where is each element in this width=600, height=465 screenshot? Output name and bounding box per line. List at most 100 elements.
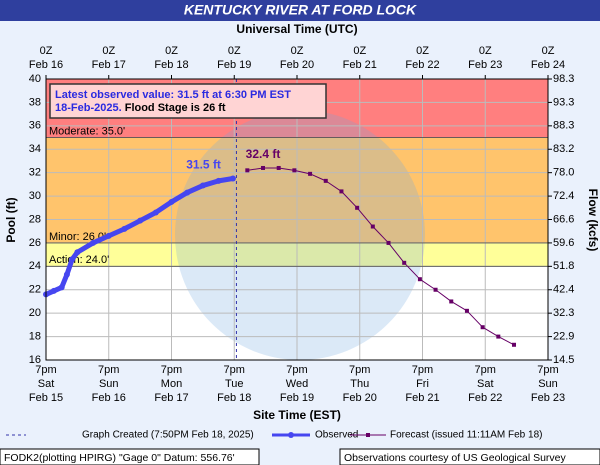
forecast-point (402, 260, 407, 265)
note-line: Latest observed value: 31.5 ft at 6:30 P… (55, 89, 291, 101)
footer-left-box (0, 448, 260, 465)
observed-line (44, 176, 234, 297)
forecast-point (496, 334, 501, 339)
y-tick-label: 26 (29, 237, 41, 249)
value-label: 32.4 ft (246, 147, 281, 161)
x-tick-label: Feb 21 (405, 392, 439, 404)
x-tick-label: Feb 22 (468, 392, 502, 404)
x-tick-label: Tue (225, 378, 244, 390)
observed-point (58, 284, 65, 291)
observed-point (63, 271, 70, 278)
y-tick-label: 36 (29, 120, 41, 132)
y-tick-label: 20 (29, 307, 41, 319)
x-tick-label: Mon (161, 378, 182, 390)
x-tick-label: Thu (350, 378, 369, 390)
legend-label: Observed (315, 430, 358, 441)
forecast-point (245, 168, 250, 173)
x-tick-label: 7pm (286, 364, 307, 376)
observed-point (50, 287, 57, 294)
x-tick-label: Fri (416, 378, 429, 390)
y2-tick-label: 66.6 (553, 213, 574, 225)
x2-tick-label: Feb 19 (217, 59, 251, 71)
y2-tick-label: 88.3 (553, 120, 574, 132)
x-tick-label: 7pm (224, 364, 245, 376)
top-axis-label: Universal Time (UTC) (236, 22, 357, 36)
x2-tick-label: Feb 24 (531, 59, 565, 71)
x-tick-label: Feb 20 (343, 392, 377, 404)
y-axis-label: Pool (ft) (4, 197, 18, 242)
footer-left: FODK2(plotting HPIRG) "Gage 0" Datum: 55… (4, 452, 235, 464)
y2-tick-label: 78.0 (553, 167, 574, 179)
x2-tick-label: 0Z (228, 45, 241, 57)
y-tick-label: 18 (29, 330, 41, 342)
y2-axis-label: Flow (kcfs) (586, 189, 600, 252)
x-tick-label: 7pm (412, 364, 433, 376)
note-box (49, 83, 327, 119)
x-tick-label: 7pm (35, 364, 56, 376)
x2-tick-label: 0Z (291, 45, 304, 57)
y2-tick-label: 59.6 (553, 237, 574, 249)
legend-forecast-marker (366, 433, 370, 437)
y-tick-label: 32 (29, 167, 41, 179)
legend-label: Forecast (issued 11:11AM Feb 18) (390, 430, 542, 441)
x-tick-label: Sun (99, 378, 119, 390)
y-tick-label: 40 (29, 73, 41, 85)
legend-label: Graph Created (7:50PM Feb 18, 2025) (82, 430, 254, 441)
x-tick-label: Sat (38, 378, 55, 390)
y2-tick-label: 51.8 (553, 260, 574, 272)
forecast-point (433, 287, 438, 292)
x-tick-label: 7pm (98, 364, 119, 376)
x2-tick-label: Feb 21 (343, 59, 377, 71)
x-axis-label: Site Time (EST) (253, 408, 341, 422)
forecast-point (480, 325, 485, 330)
y2-tick-label: 83.2 (553, 143, 574, 155)
observed-point (184, 189, 191, 196)
value-label: 31.5 ft (186, 158, 221, 172)
x2-tick-label: Feb 17 (92, 59, 126, 71)
forecast-point (370, 224, 375, 229)
y-tick-label: 30 (29, 190, 41, 202)
threshold-label: Minor: 26.0' (49, 231, 106, 243)
x-tick-label: 7pm (475, 364, 496, 376)
note-line: 18-Feb-2025. Flood Stage is 26 ft (55, 102, 226, 114)
footer-right: Observations courtesy of US Geological S… (344, 452, 567, 464)
y2-tick-label: 98.3 (553, 73, 574, 85)
forecast-point (339, 189, 344, 194)
observed-point (137, 217, 144, 224)
y2-tick-label: 72.4 (553, 190, 574, 202)
x-tick-label: Feb 18 (217, 392, 251, 404)
y-tick-label: 38 (29, 96, 41, 108)
observed-point (199, 182, 206, 189)
observed-point (105, 232, 112, 239)
x2-tick-label: 0Z (479, 45, 492, 57)
y2-tick-label: 32.3 (553, 307, 574, 319)
x2-tick-label: Feb 22 (405, 59, 439, 71)
y2-tick-label: 14.5 (553, 354, 574, 366)
x2-tick-label: 0Z (416, 45, 429, 57)
forecast-point (292, 168, 297, 173)
x2-tick-label: Feb 16 (29, 59, 63, 71)
y2-tick-label: 22.9 (553, 330, 574, 342)
forecast-point (261, 165, 266, 170)
forecast-point (512, 342, 517, 347)
y-tick-label: 28 (29, 213, 41, 225)
x-tick-label: Wed (286, 378, 308, 390)
forecast-line (247, 167, 515, 346)
y-tick-label: 22 (29, 284, 41, 296)
x-tick-label: Sat (477, 378, 494, 390)
note-date: 18-Feb-2025. (55, 102, 122, 114)
x2-tick-label: Feb 18 (154, 59, 188, 71)
observed-point (152, 209, 159, 216)
x-tick-label: Feb 16 (92, 392, 126, 404)
observed-point (74, 249, 81, 256)
x-tick-label: 7pm (161, 364, 182, 376)
x2-tick-label: Feb 23 (468, 59, 502, 71)
observed-point (215, 177, 222, 184)
y-tick-label: 24 (29, 260, 41, 272)
x-tick-label: Sun (538, 378, 558, 390)
forecast-point (417, 277, 422, 282)
x-tick-label: Feb 23 (531, 392, 565, 404)
plot-frame (45, 78, 549, 361)
x2-tick-label: 0Z (542, 45, 555, 57)
